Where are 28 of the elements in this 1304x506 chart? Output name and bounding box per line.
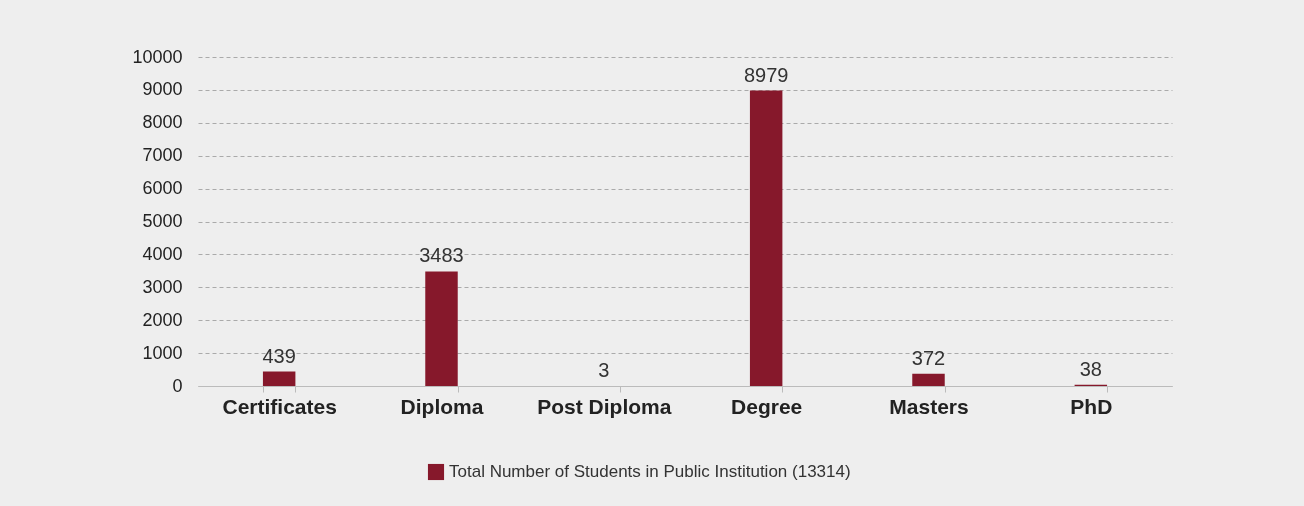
x-tick-label: Post Diploma xyxy=(537,394,672,418)
x-tick-label: Certificates xyxy=(222,394,337,418)
bar xyxy=(912,373,945,386)
data-label: 439 xyxy=(262,344,296,367)
y-tick-label: 6000 xyxy=(142,178,183,199)
data-label: 8979 xyxy=(743,63,789,86)
y-tick-label: 3000 xyxy=(142,276,183,297)
data-label: 3483 xyxy=(419,244,464,267)
x-tick-label: Diploma xyxy=(400,394,484,418)
legend-label: Total Number of Students in Public Institution (13314) xyxy=(449,462,851,481)
bar xyxy=(425,271,458,386)
y-tick-label: 1000 xyxy=(142,342,183,363)
data-label: 372 xyxy=(911,346,946,369)
data-label: 38 xyxy=(1079,357,1102,380)
y-tick-label: 7000 xyxy=(142,145,183,166)
y-tick-label: 4000 xyxy=(142,243,183,264)
y-tick-label: 5000 xyxy=(142,211,183,231)
x-tick-label: Degree xyxy=(731,394,803,418)
y-tick-label: 9000 xyxy=(142,79,183,100)
y-tick-label: 10000 xyxy=(132,46,183,67)
data-label: 3 xyxy=(598,358,610,381)
y-tick-label: 0 xyxy=(172,375,183,396)
bar xyxy=(749,90,783,386)
x-tick-label: PhD xyxy=(1070,394,1113,418)
bar xyxy=(262,371,296,386)
y-tick-label: 2000 xyxy=(142,309,183,330)
y-tick-label: 8000 xyxy=(142,112,183,133)
x-tick-label: Masters xyxy=(889,394,969,418)
